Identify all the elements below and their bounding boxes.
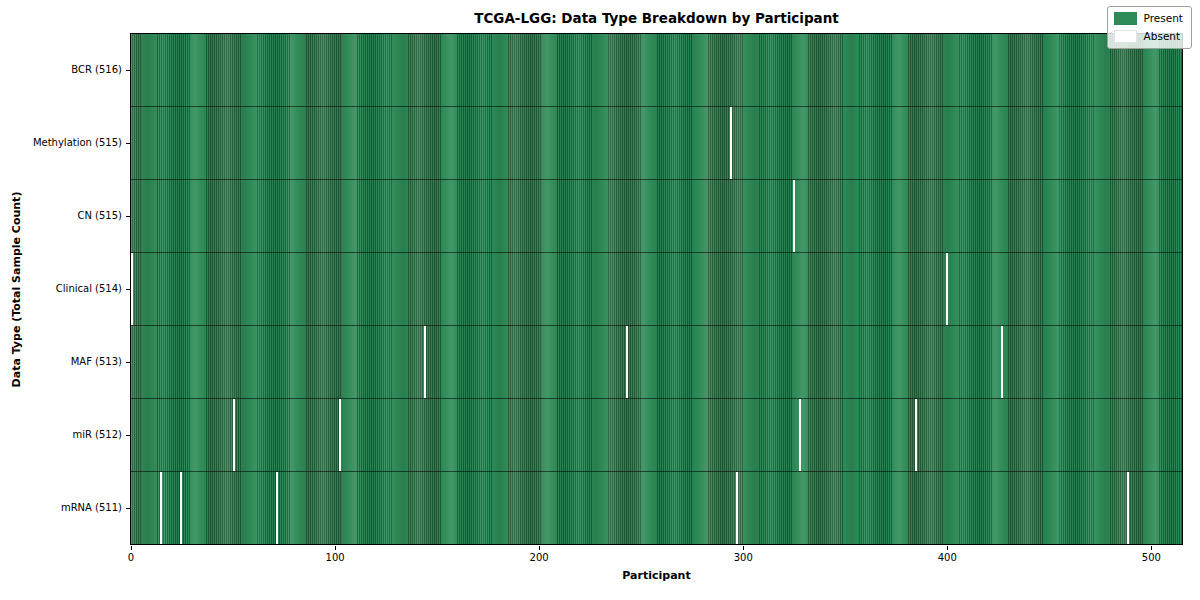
heatmap-row-bcr [131,34,1182,106]
y-tick-mark [126,362,130,363]
heatmap-row-cn [131,179,1182,252]
x-tick-label: 0 [107,552,155,563]
y-tick-mark [126,143,130,144]
y-tick-label: Clinical (514) [0,283,122,295]
y-tick-mark [126,216,130,217]
y-tick-mark [126,508,130,509]
legend-label-present: Present [1144,12,1183,25]
y-tick-label: Methylation (515) [0,137,122,149]
heatmap-row-clinical [131,252,1182,325]
heatmap-row-maf [131,325,1182,398]
y-tick-mark [126,435,130,436]
heatmap-row-methylation [131,106,1182,179]
x-axis-label: Participant [130,569,1183,582]
absent-gap [736,472,738,544]
absent-gap [276,472,278,544]
y-tick-label: BCR (516) [0,64,122,76]
absent-gap [160,472,162,544]
figure: TCGA-LGG: Data Type Breakdown by Partici… [0,0,1200,600]
x-tick-mark [1151,546,1152,550]
absent-gap [730,107,732,179]
absent-gap [180,472,182,544]
chart-title: TCGA-LGG: Data Type Breakdown by Partici… [130,10,1183,26]
x-tick-mark [947,546,948,550]
legend-swatch-present [1114,12,1137,25]
y-tick-mark [126,289,130,290]
absent-gap [626,326,628,398]
absent-gap [799,399,801,471]
x-tick-label: 200 [515,552,563,563]
absent-gap [915,399,917,471]
plot-area [130,33,1183,545]
x-tick-label: 400 [923,552,971,563]
x-tick-mark [539,546,540,550]
absent-gap [339,399,341,471]
x-tick-mark [131,546,132,550]
absent-gap [1127,472,1129,544]
y-tick-label: miR (512) [0,429,122,441]
absent-gap [131,253,133,325]
x-tick-mark [743,546,744,550]
legend-item-absent: Absent [1114,30,1183,43]
y-tick-label: CN (515) [0,210,122,222]
absent-gap [946,253,948,325]
y-tick-mark [126,70,130,71]
heatmap-row-mir [131,398,1182,471]
absent-gap [424,326,426,398]
absent-gap [1001,326,1003,398]
heatmap-row-mrna [131,471,1182,544]
absent-gap [793,180,795,252]
x-tick-mark [335,546,336,550]
x-tick-label: 500 [1127,552,1175,563]
legend-item-present: Present [1114,12,1183,25]
legend: Present Absent [1107,6,1192,49]
y-tick-label: MAF (513) [0,356,122,368]
legend-swatch-absent [1114,30,1137,43]
x-tick-label: 300 [719,552,767,563]
absent-gap [233,399,235,471]
y-tick-label: mRNA (511) [0,502,122,514]
legend-label-absent: Absent [1144,30,1181,43]
x-tick-label: 100 [311,552,359,563]
